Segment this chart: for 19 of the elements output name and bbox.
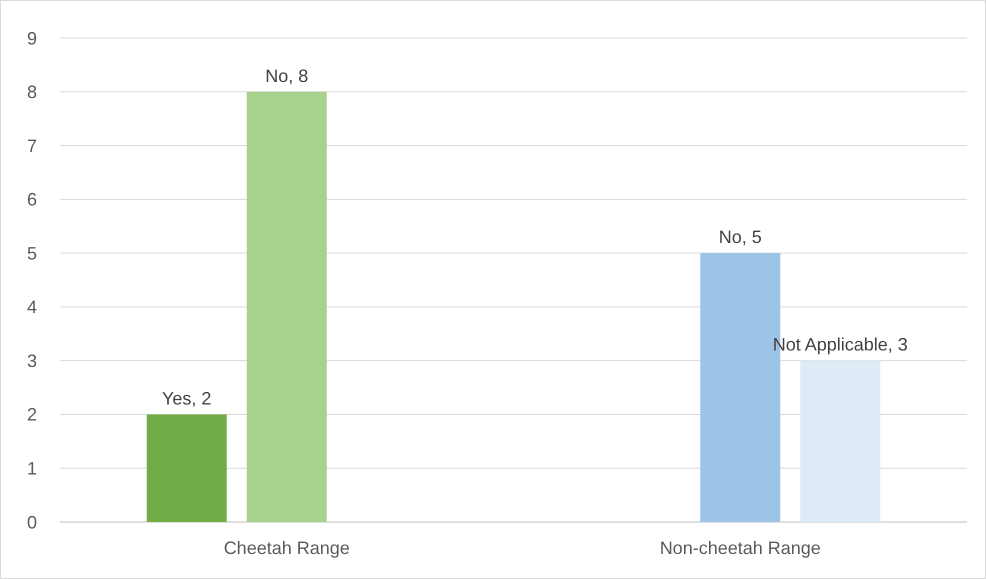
- x-tick-label: Cheetah Range: [224, 538, 350, 558]
- y-tick-label: 2: [26, 404, 37, 425]
- y-tick-label: 3: [26, 350, 37, 371]
- y-tick-label: 1: [26, 458, 37, 479]
- y-tick-label: 9: [26, 28, 37, 48]
- data-label: No, 8: [265, 66, 308, 86]
- y-tick-label: 4: [26, 297, 37, 318]
- y-tick-label: 5: [26, 243, 37, 264]
- data-label: Yes, 2: [162, 388, 212, 408]
- x-tick-label: Non-cheetah Range: [660, 538, 821, 558]
- bar: [246, 92, 327, 522]
- y-tick-label: 7: [26, 136, 37, 156]
- y-tick-label: 6: [26, 190, 37, 210]
- bar: [146, 414, 227, 522]
- bar: [800, 360, 880, 522]
- y-tick-label: 8: [26, 82, 37, 102]
- data-label: Not Applicable, 3: [772, 334, 908, 355]
- y-tick-label: 0: [26, 512, 37, 532]
- data-label: No, 5: [718, 227, 762, 248]
